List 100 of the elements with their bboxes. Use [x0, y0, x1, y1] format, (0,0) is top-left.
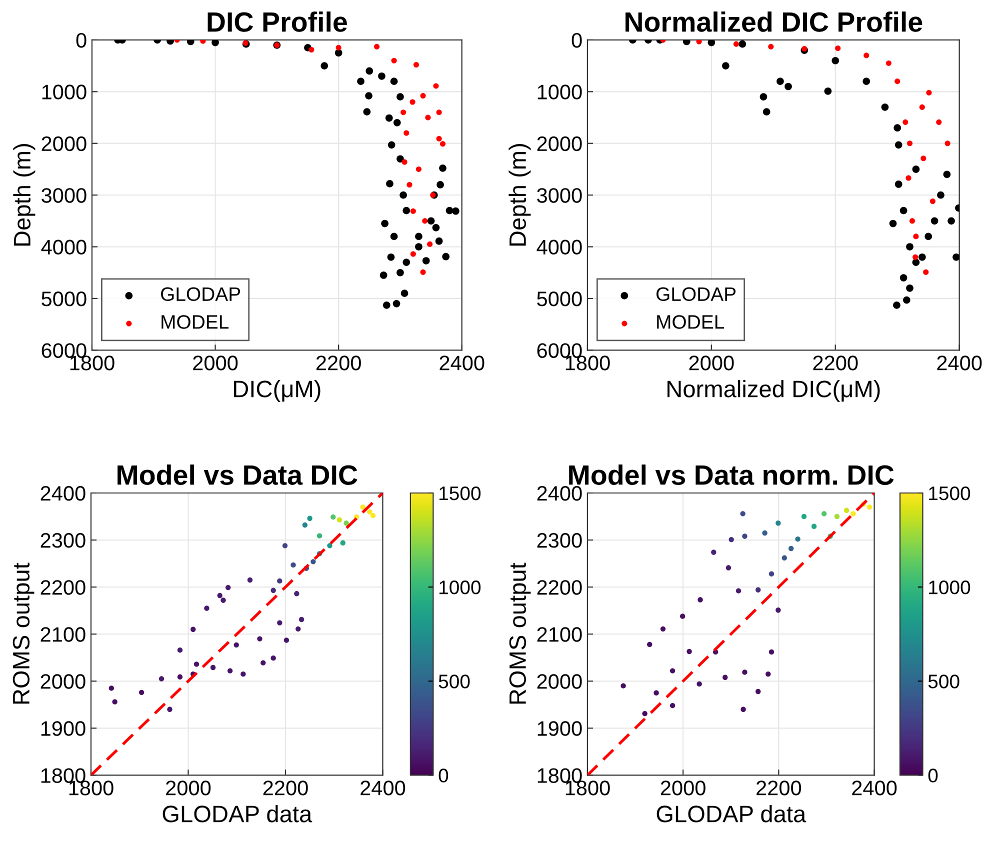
- point: [402, 159, 408, 165]
- y-tick-label: 0: [76, 32, 86, 48]
- point: [711, 550, 716, 555]
- point: [186, 40, 194, 46]
- y-tick-label: 1000: [42, 84, 86, 100]
- point: [801, 514, 807, 520]
- point: [930, 198, 936, 204]
- point: [194, 662, 200, 667]
- x-tick-label: 1800: [566, 780, 610, 796]
- color-bar-label: 500: [438, 674, 470, 688]
- point: [420, 93, 426, 99]
- point: [832, 56, 840, 64]
- point: [733, 41, 739, 47]
- point: [670, 668, 676, 674]
- point: [943, 170, 951, 178]
- point: [393, 119, 401, 126]
- point: [344, 520, 349, 526]
- point: [766, 671, 771, 677]
- point: [740, 706, 746, 712]
- point: [416, 166, 422, 172]
- point: [410, 99, 416, 105]
- x-tick-label: 2000: [689, 356, 734, 370]
- x-tick-label: 1800: [70, 356, 114, 370]
- point: [912, 254, 918, 260]
- point: [294, 591, 300, 596]
- point: [844, 508, 850, 513]
- point: [620, 683, 626, 688]
- point: [396, 155, 404, 163]
- point: [410, 208, 416, 214]
- point: [926, 90, 932, 96]
- point: [446, 206, 454, 214]
- point: [756, 587, 761, 592]
- x-tick-label: 2000: [166, 780, 211, 796]
- point: [327, 543, 332, 548]
- point: [452, 207, 460, 215]
- point: [365, 92, 372, 100]
- y-tick-label: 6000: [537, 343, 582, 358]
- point: [642, 710, 648, 716]
- point: [396, 93, 404, 101]
- point: [436, 136, 442, 142]
- x-axis-title: Normalized DIC(μM): [668, 380, 880, 402]
- point: [167, 706, 172, 712]
- point: [402, 258, 410, 266]
- point: [920, 156, 926, 162]
- point: [277, 620, 282, 626]
- point: [862, 78, 870, 85]
- x-tick-label: 1800: [566, 356, 610, 370]
- y-tick-label: 2300: [40, 533, 86, 548]
- point: [889, 220, 897, 228]
- point: [260, 660, 266, 666]
- x-tick-label: 1800: [69, 780, 114, 796]
- point: [392, 300, 400, 308]
- x-tick-label: 2000: [193, 356, 238, 370]
- color-bar-label: 0: [928, 768, 938, 782]
- point: [366, 67, 374, 75]
- point: [654, 690, 659, 696]
- legend-label: MODEL: [162, 315, 229, 329]
- y-tick-label: 1800: [538, 768, 582, 783]
- y-tick-label: 2000: [537, 674, 582, 689]
- point: [270, 655, 276, 661]
- x-tick-label: 2400: [440, 356, 484, 370]
- point: [427, 217, 435, 225]
- point: [680, 614, 686, 619]
- point: [396, 268, 404, 276]
- point: [708, 40, 716, 46]
- point: [190, 626, 196, 632]
- x-axis-title: GLODAP data: [656, 805, 806, 822]
- point: [217, 592, 222, 598]
- point: [834, 514, 840, 520]
- point: [936, 119, 942, 125]
- y-tick-label: 2000: [537, 136, 582, 152]
- point: [386, 180, 394, 188]
- point: [400, 191, 407, 199]
- y-tick-label: 2100: [40, 627, 86, 642]
- y-tick-label: 2100: [537, 627, 582, 642]
- point: [894, 124, 902, 132]
- point: [912, 258, 920, 266]
- point: [768, 649, 774, 655]
- y-axis-title: Depth (m): [508, 144, 531, 246]
- y-tick-label: 2400: [537, 486, 582, 501]
- point: [866, 504, 872, 510]
- point: [742, 670, 748, 675]
- point: [402, 206, 410, 214]
- point: [768, 571, 774, 576]
- point: [894, 78, 900, 84]
- point: [415, 232, 422, 240]
- point: [756, 688, 761, 694]
- y-tick-label: 1000: [538, 84, 582, 100]
- point: [762, 108, 770, 116]
- point: [435, 237, 443, 245]
- y-tick-label: 2200: [537, 580, 582, 595]
- x-tick-label: 2000: [660, 780, 706, 796]
- point: [439, 164, 446, 172]
- point: [240, 671, 246, 677]
- point: [316, 533, 322, 538]
- point: [835, 45, 841, 51]
- point: [227, 668, 233, 674]
- point: [330, 514, 336, 520]
- point: [200, 40, 206, 44]
- point: [894, 180, 902, 188]
